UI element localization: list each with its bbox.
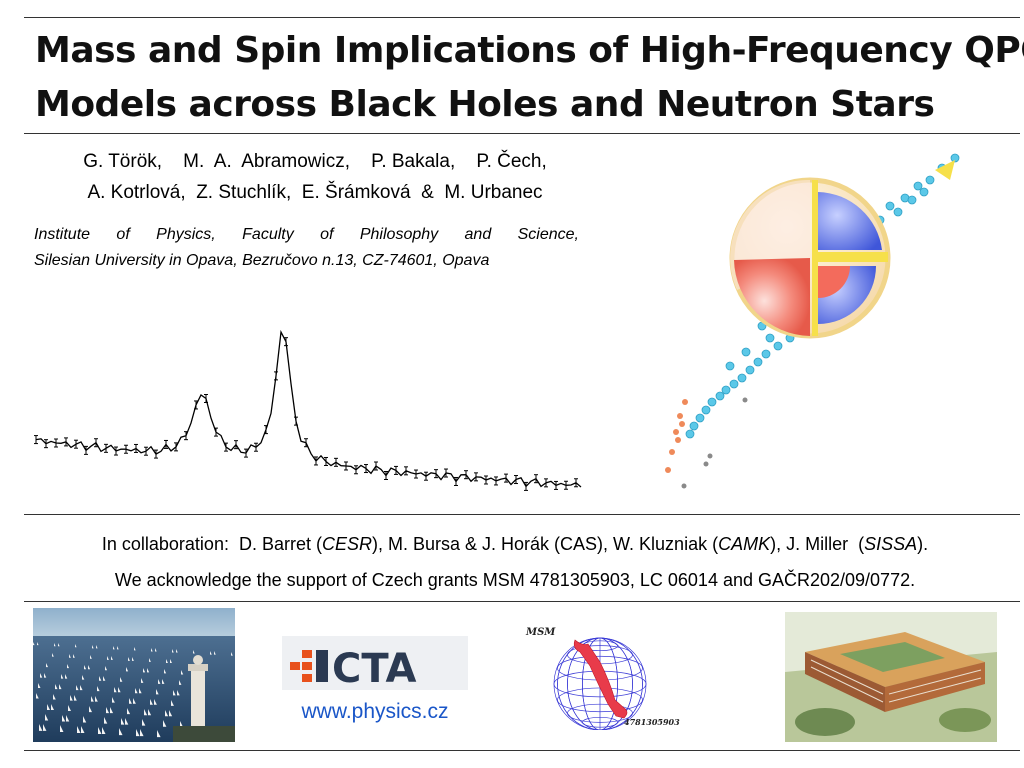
affiliation-line-2: Silesian University in Opava, Bezručovo … <box>34 252 490 269</box>
qpo-spectrum-plot <box>34 329 582 491</box>
msm-wireframe-logo: MSM 4781305903 <box>525 627 680 730</box>
collab-text-2: ), M. Bursa & J. Horák (CAS), W. Kluznia… <box>372 534 719 554</box>
collaboration-block: In collaboration: D. Barret (CESR), M. B… <box>20 526 1010 598</box>
acknowledgement-line: We acknowledge the support of Czech gran… <box>114 570 916 590</box>
spectrum-error-bars <box>34 337 578 491</box>
collab-sissa: SISSA <box>864 534 918 554</box>
msm-label: MSM <box>525 627 556 638</box>
collab-camk: CAMK <box>718 534 771 554</box>
top-rule <box>24 17 1020 18</box>
lighthouse-photo <box>33 608 235 742</box>
collaboration-line: In collaboration: D. Barret (CESR), M. B… <box>20 526 1010 562</box>
collab-text-4: ). <box>917 534 929 554</box>
collab-text-3: ), J. Miller ( <box>770 534 865 554</box>
title-line-2: Models across Black Holes and Neutron St… <box>35 84 935 125</box>
authors-line-2: A. Kotrlová, Z. Stuchlík, E. Šrámková & … <box>87 182 543 203</box>
neutron-star-cutaway <box>729 160 955 339</box>
website-link[interactable]: www.physics.cz <box>301 700 449 723</box>
bottom-rule <box>24 750 1020 751</box>
title-rule <box>24 133 1020 134</box>
title-line-1: Mass and Spin Implications of High-Frequ… <box>35 30 1024 71</box>
cta-logo: CTA <box>282 636 468 692</box>
collab-cesr: CESR <box>321 534 372 554</box>
authors: G. Török, M. A. Abramowicz, P. Bakala, P… <box>40 146 590 208</box>
affiliation-line-1: Institute of Physics, Faculty of Philoso… <box>34 226 579 243</box>
cta-logo-text: CTA <box>332 646 417 690</box>
authors-line-1: G. Török, M. A. Abramowicz, P. Bakala, P… <box>83 151 547 172</box>
spectrum-curve <box>35 329 582 488</box>
middle-rule <box>24 514 1020 515</box>
neutron-star-figure <box>665 153 960 489</box>
logos-rule <box>24 601 1020 602</box>
collab-text-1: In collaboration: D. Barret ( <box>101 534 322 554</box>
poster-title: Mass and Spin Implications of High-Frequ… <box>35 24 1024 132</box>
university-building-photo <box>785 612 997 742</box>
msm-number: 4781305903 <box>624 717 680 727</box>
affiliation: Institute of Physics, Faculty of Philoso… <box>34 222 579 274</box>
